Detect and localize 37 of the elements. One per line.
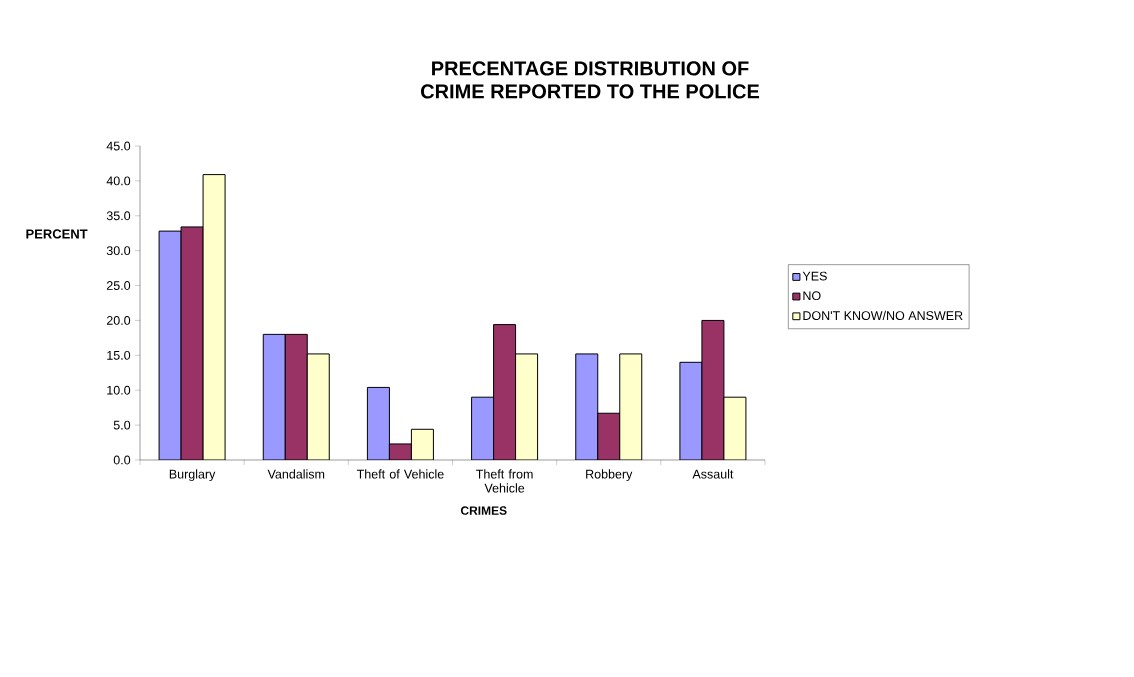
bar — [701, 319, 725, 460]
x-tick-label: Theft of Vehicle — [356, 469, 444, 479]
x-tick-label: Theft from Vehicle — [476, 469, 533, 493]
legend-label: YES — [802, 271, 827, 281]
y-tick-label: 45.0 — [106, 141, 131, 151]
legend-label: NO — [803, 291, 821, 301]
y-tick-label: 30.0 — [106, 246, 131, 256]
y-tick-label: 5.0 — [113, 420, 131, 430]
bar — [619, 353, 643, 460]
y-tick-label: 35.0 — [106, 211, 131, 221]
y-tick-label: 20.0 — [106, 316, 131, 325]
bar — [180, 226, 204, 460]
chart-title: PRECENTAGE DISTRIBUTION OF CRIME REPORTED TO THE POLICE — [421, 61, 760, 99]
x-tick-label: Assault — [692, 469, 734, 479]
x-tick-label: Vandalism — [267, 469, 325, 479]
x-tick-label: Burglary — [169, 469, 216, 482]
x-axis-title: CRIMES — [460, 506, 507, 515]
bar — [515, 353, 539, 460]
y-tick-label: 10.0 — [107, 385, 131, 395]
y-axis-title: PERCENT — [26, 229, 88, 239]
bar — [597, 412, 621, 460]
bar — [262, 333, 286, 460]
y-tick-label: 40.0 — [106, 176, 131, 186]
bar — [306, 353, 330, 460]
y-tick-label: 0.0 — [113, 455, 131, 465]
bar — [471, 396, 495, 460]
bar — [410, 428, 434, 460]
bar — [575, 353, 599, 460]
y-tick-label: 15.0 — [107, 350, 131, 360]
y-tick-label: 25.0 — [106, 281, 131, 290]
bar — [366, 386, 390, 460]
bar — [284, 333, 308, 460]
x-tick-label: Robbery — [586, 469, 633, 482]
bar — [158, 230, 182, 460]
legend-label: DON'T KNOW/NO ANSWER — [803, 310, 963, 321]
bar — [493, 324, 517, 460]
bar — [202, 174, 226, 460]
